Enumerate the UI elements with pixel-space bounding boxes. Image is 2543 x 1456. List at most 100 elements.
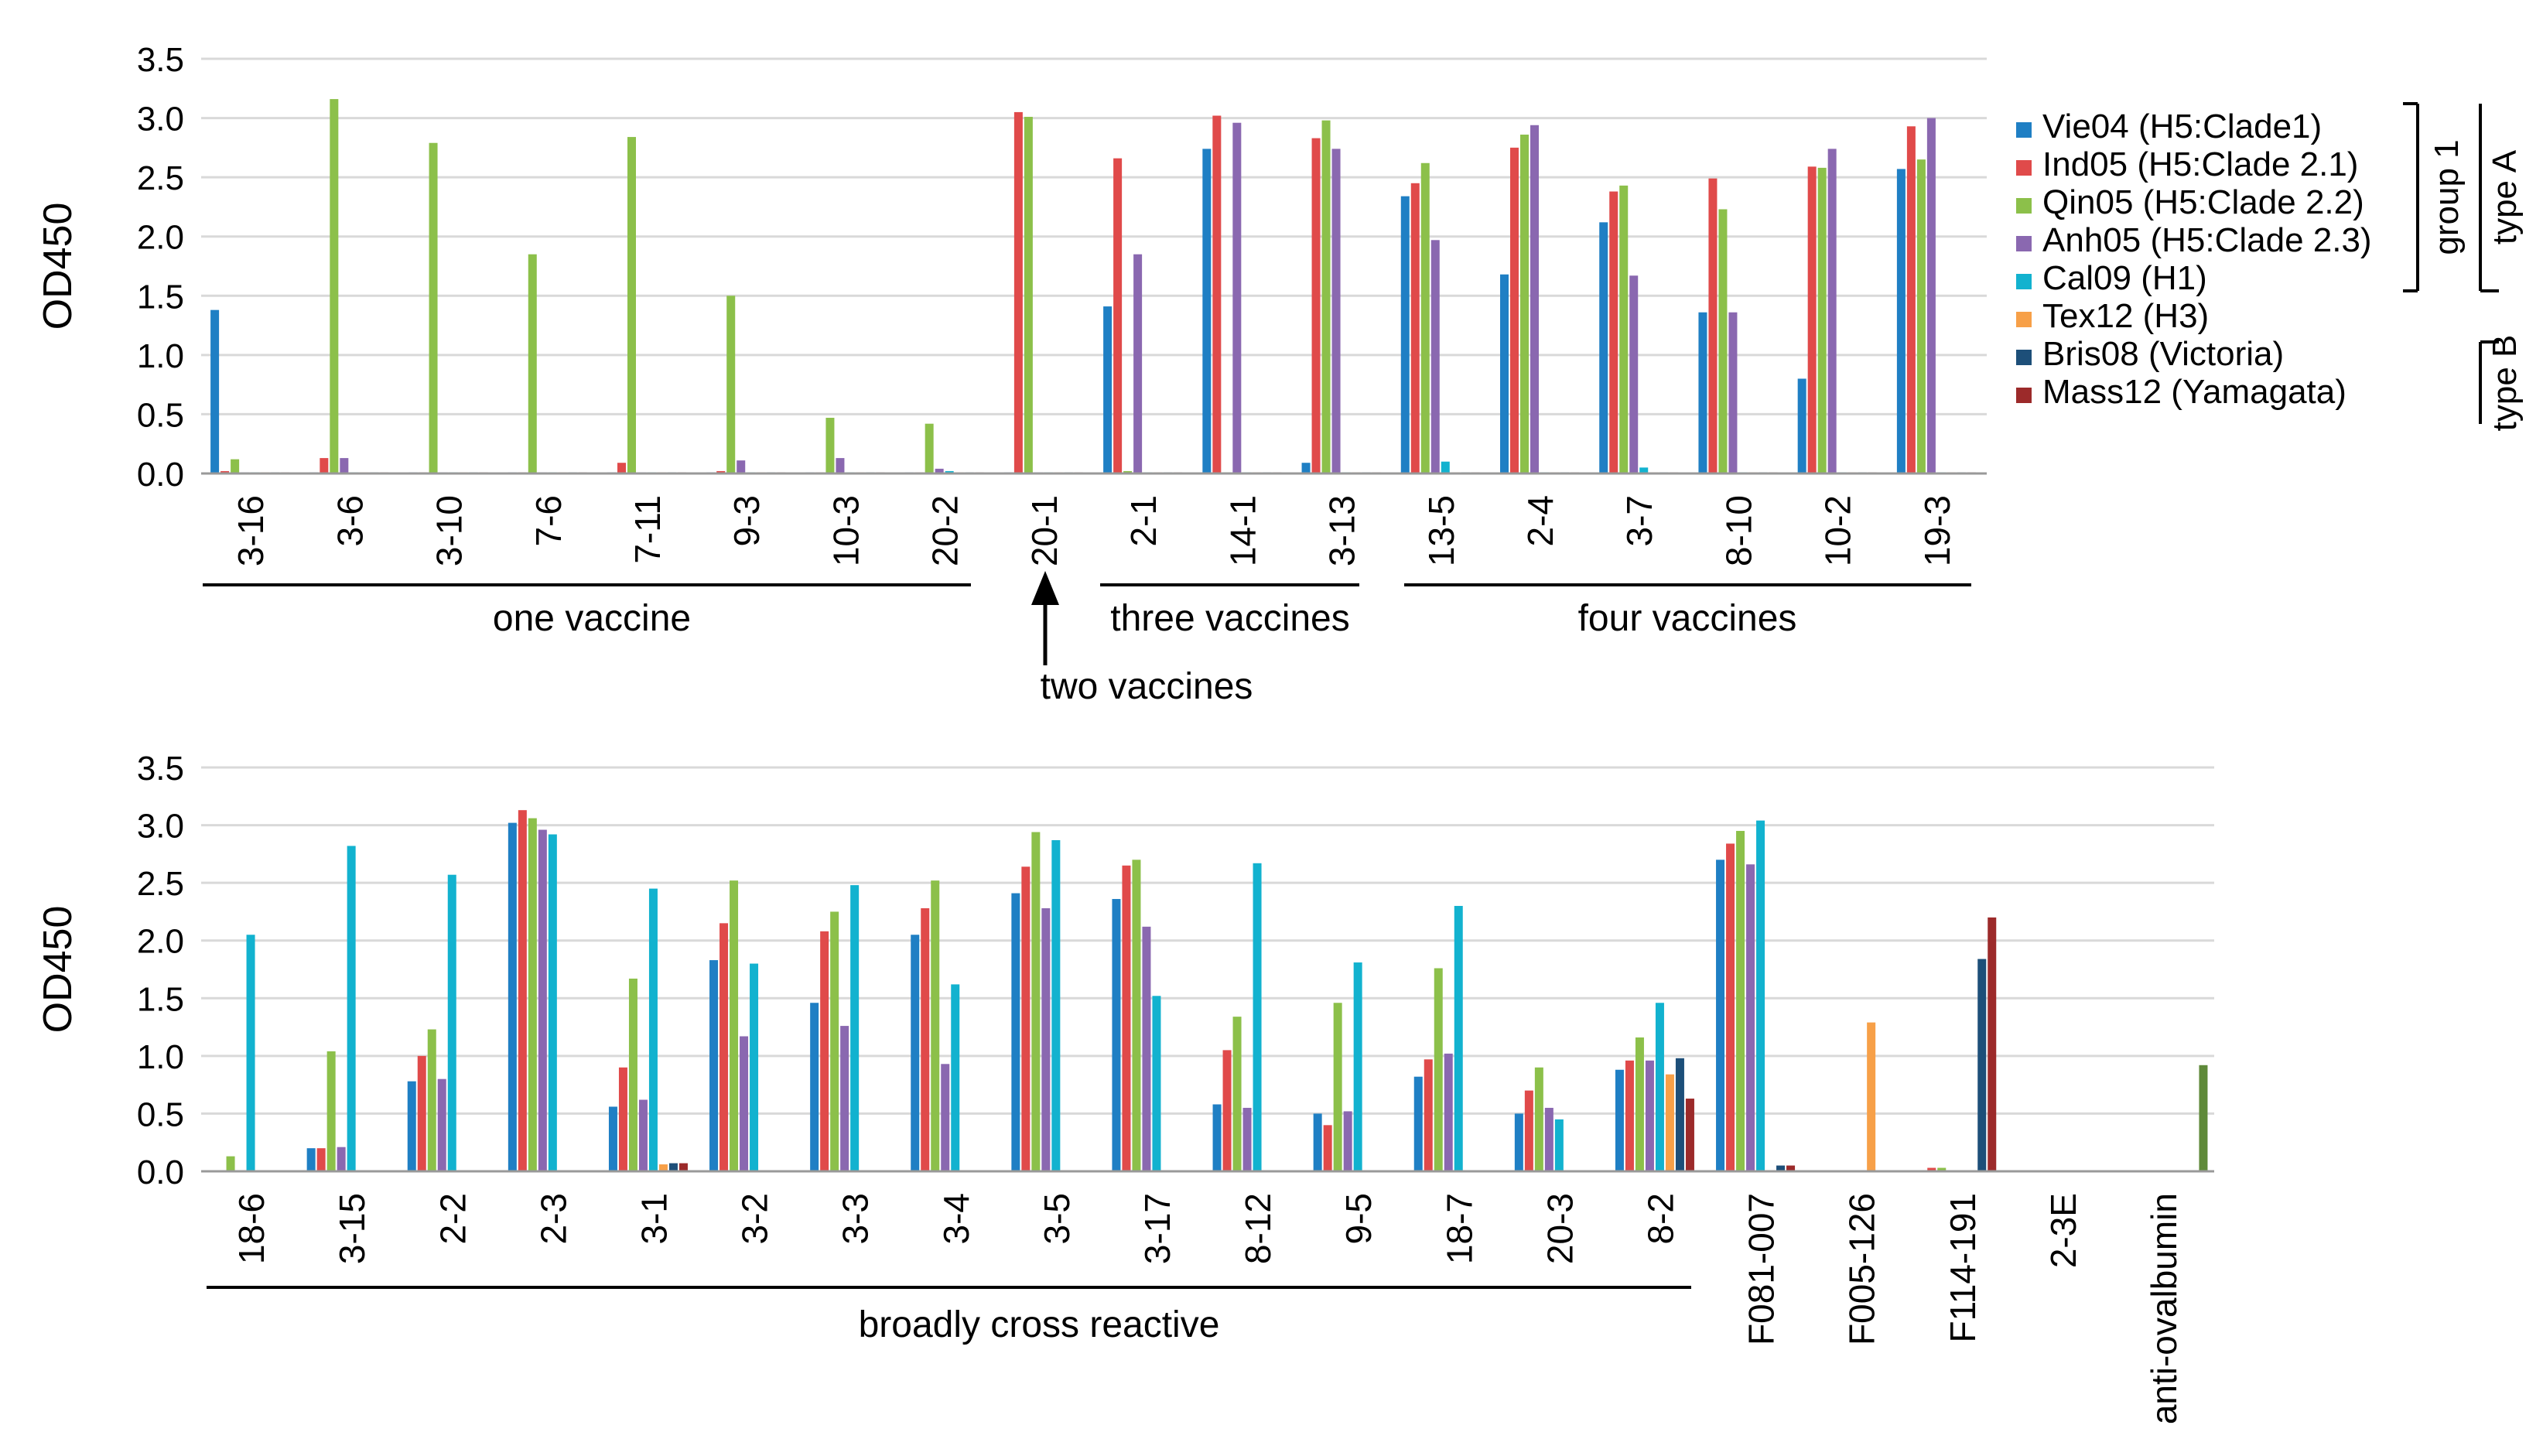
top-bar-14-1-Vie04 [1202,149,1212,474]
bottom-category-label: 20-3 [1540,1193,1580,1264]
bottom-bar-3-3-Ind05 [820,931,829,1171]
bottom-group-annotations: broadly cross reactive [207,1286,1691,1345]
bottom-category-label: 2-3 [533,1193,573,1244]
top-category-label: 9-3 [726,495,767,546]
bottom-bar-9-5-Vie04 [1313,1113,1322,1171]
top-category-label: 3-16 [231,495,271,566]
label-group1: group 1 [2428,139,2466,255]
legend-label-Qin05: Qin05 (H5:Clade 2.2) [2042,183,2364,221]
bottom-bar-3-4-Vie04 [911,935,920,1171]
bottom-bar-3-1-Anh05 [638,1099,648,1171]
bottom-bar-8-12-Anh05 [1242,1107,1252,1171]
bottom-bar-3-5-Anh05 [1041,907,1051,1171]
bottom-bar-F114-191-Qin05 [1937,1167,1947,1171]
bottom-category-label: 9-5 [1338,1193,1379,1244]
top-panel: 0.0 0.5 1.0 1.5 2.0 2.5 3.0 3.5 OD450 3-16 3-6 3-10… [36,41,1987,566]
bottom-bar-18-6-Qin05 [226,1156,235,1171]
bottom-bar-3-1-Bris08 [668,1163,678,1171]
bottom-bar-3-4-Anh05 [941,1064,950,1171]
bottom-bar-8-2-Tex12 [1665,1074,1674,1171]
bottom-category-label: 18-7 [1439,1193,1479,1264]
top-bar-20-2-Cal09 [945,470,954,473]
bottom-bar-3-15-Cal09 [347,846,356,1171]
bottom-bar-18-6-Cal09 [246,935,255,1171]
legend-swatch-Anh05 [2016,236,2032,251]
bottom-bar-3-17-Ind05 [1122,865,1131,1171]
bottom-bar-3-5-Qin05 [1031,832,1041,1171]
bottom-ytick-label: 1.0 [137,1038,184,1076]
bottom-category-label: 3-4 [936,1193,976,1244]
top-bar-13-5-Anh05 [1430,240,1440,473]
legend-label-Bris08: Bris08 (Victoria) [2042,335,2284,373]
bottom-bar-3-5-Vie04 [1011,893,1020,1171]
top-bar-19-3-Qin05 [1916,159,1926,473]
top-bar-2-1-Qin05 [1123,470,1133,473]
legend-swatch-Cal09 [2016,274,2032,289]
bottom-bar-anti-ovalbumin-anti_ovalbumin [2199,1065,2208,1171]
top-bar-3-13-Anh05 [1331,149,1341,474]
bottom-category-label: 2-2 [432,1193,473,1244]
top-bar-3-16-Vie04 [210,309,220,473]
bottom-bar-3-3-Cal09 [850,885,860,1171]
bottom-bar-2-3-Anh05 [538,829,547,1171]
bottom-bar-F081-007-Ind05 [1726,843,1735,1171]
group-label-three-vaccines: three vaccines [1110,598,1350,639]
legend-label-Mass12: Mass12 (Yamagata) [2042,373,2346,411]
bottom-bar-9-5-Qin05 [1333,1003,1342,1171]
bottom-bar-3-15-Anh05 [337,1147,346,1171]
bottom-bar-F081-007-Bris08 [1776,1165,1786,1171]
top-bar-19-3-Ind05 [1906,126,1916,473]
bottom-bar-8-12-Qin05 [1232,1017,1242,1171]
legend-label-Cal09: Cal09 (H1) [2042,259,2207,297]
top-bar-3-6-Qin05 [330,99,339,473]
top-ytick-label: 3.5 [137,41,184,79]
top-category-label: 2-1 [1123,495,1164,546]
bottom-bar-3-1-Ind05 [618,1067,627,1171]
bottom-bar-9-5-Ind05 [1323,1125,1332,1171]
bottom-category-label: 3-3 [836,1193,876,1244]
top-bar-8-10-Ind05 [1708,178,1718,473]
top-bar-7-6-Qin05 [528,254,537,473]
bottom-bar-F114-191-Bris08 [1977,959,1987,1171]
top-category-label: 19-3 [1917,495,1957,566]
bottom-bar-3-3-Qin05 [830,911,839,1171]
bottom-ytick-label: 3.5 [137,750,184,788]
top-category-label: 20-2 [925,495,966,566]
bottom-bar-9-5-Cal09 [1353,962,1362,1171]
bottom-bar-8-2-Cal09 [1655,1003,1664,1171]
bottom-bar-3-3-Vie04 [810,1003,819,1171]
top-bar-3-10-Qin05 [429,142,438,473]
top-bar-3-13-Vie04 [1301,463,1311,473]
bottom-bar-3-1-Vie04 [608,1106,617,1171]
bottom-bar-3-4-Ind05 [921,907,930,1171]
bottom-ytick-label: 2.5 [137,865,184,903]
bottom-bar-20-3-Anh05 [1544,1107,1553,1171]
bottom-category-label: anti-ovalbumin [2144,1193,2184,1424]
bottom-bar-3-1-Cal09 [648,888,658,1171]
top-bar-13-5-Cal09 [1441,461,1450,473]
top-bar-3-6-Ind05 [320,458,329,473]
bottom-category-label: 3-17 [1137,1193,1178,1264]
bottom-bar-F081-007-Qin05 [1736,831,1745,1171]
top-bar-20-2-Qin05 [925,423,934,473]
top-bar-10-2-Anh05 [1827,149,1837,474]
top-bar-10-2-Qin05 [1817,167,1827,474]
bottom-bar-3-1-Mass12 [678,1163,688,1171]
top-bar-2-1-Ind05 [1113,158,1123,473]
top-ytick-label: 1.5 [137,278,184,316]
bottom-ytick-label: 1.5 [137,980,184,1018]
legend-swatch-Ind05 [2016,160,2032,176]
bottom-bar-18-7-Qin05 [1434,968,1443,1171]
bottom-bar-8-2-Vie04 [1615,1069,1624,1171]
group-label-four-vaccines: four vaccines [1578,598,1797,639]
top-ytick-label: 1.0 [137,337,184,375]
legend-label-Ind05: Ind05 (H5:Clade 2.1) [2042,145,2358,183]
legend-swatch-Mass12 [2016,388,2032,403]
top-bar-3-13-Ind05 [1311,138,1321,473]
bottom-bar-3-17-Anh05 [1142,926,1151,1171]
top-bar-9-3-Ind05 [716,470,726,473]
bottom-bar-3-1-Qin05 [628,978,637,1171]
top-bar-10-2-Vie04 [1797,378,1806,473]
bottom-category-label: F114-191 [1943,1193,1983,1343]
top-category-label: 10-3 [825,495,866,566]
